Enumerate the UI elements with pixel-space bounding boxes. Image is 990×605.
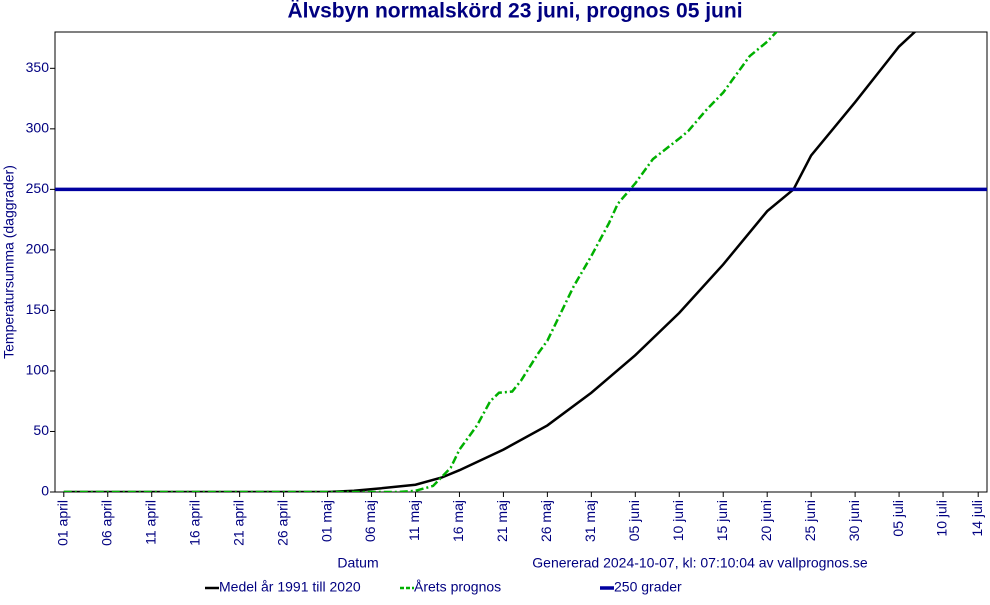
x-tick-label: 10 juni — [670, 500, 686, 541]
x-tick-label: 21 maj — [494, 500, 510, 542]
x-tick-label: 16 april — [186, 500, 202, 546]
x-tick-label: 05 juni — [626, 500, 642, 541]
x-tick-label: 01 maj — [318, 500, 334, 542]
x-tick-label: 06 april — [98, 500, 114, 546]
x-tick-label: 11 maj — [406, 500, 422, 541]
y-tick-label: 350 — [26, 59, 50, 75]
series-line — [63, 32, 917, 492]
y-tick-label: 0 — [41, 483, 49, 499]
x-tick-label: 10 juli — [934, 500, 950, 537]
y-tick-label: 250 — [26, 180, 50, 196]
x-tick-label: 16 maj — [450, 500, 466, 542]
plot-area — [54, 31, 988, 493]
x-axis-label: Datum — [337, 555, 378, 571]
y-tick-label: 150 — [26, 301, 50, 317]
footer: Genererad 2024-10-07, kl: 07:10:04 av va… — [532, 555, 868, 571]
series-line — [63, 32, 779, 492]
y-axis-label: Temperatursumma (daggrader) — [1, 165, 17, 359]
y-tick-label: 200 — [26, 241, 50, 257]
y-tick-label: 100 — [26, 362, 50, 378]
chart-title: Älvsbyn normalskörd 23 juni, prognos 05 … — [287, 0, 742, 23]
x-tick-label: 11 april — [142, 500, 158, 545]
y-tick-label: 50 — [33, 422, 49, 438]
x-tick-label: 30 juni — [846, 500, 862, 541]
legend-label: Medel år 1991 till 2020 — [219, 579, 361, 595]
x-tick-label: 05 juli — [890, 500, 906, 537]
x-tick-label: 20 juni — [758, 500, 774, 541]
y-tick-label: 300 — [26, 120, 50, 136]
x-tick-label: 26 april — [274, 500, 290, 546]
legend-label: 250 grader — [614, 579, 682, 595]
legend-label: Årets prognos — [414, 579, 501, 595]
x-tick-label: 26 maj — [538, 500, 554, 542]
x-tick-label: 21 april — [230, 500, 246, 546]
x-tick-label: 25 juni — [802, 500, 818, 541]
x-tick-label: 14 juli — [969, 500, 985, 537]
x-tick-label: 06 maj — [362, 500, 378, 542]
x-tick-label: 31 maj — [582, 500, 598, 542]
x-tick-label: 15 juni — [714, 500, 730, 541]
x-tick-label: 01 april — [54, 500, 70, 546]
